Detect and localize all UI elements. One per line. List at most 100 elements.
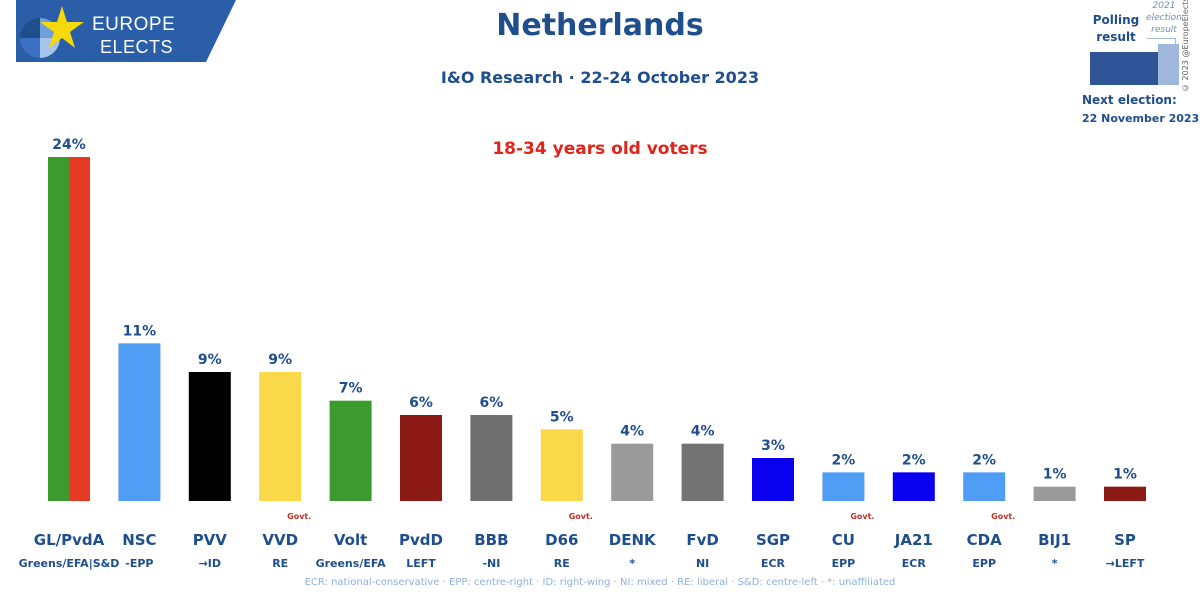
party-label: FvD [686,531,718,549]
legend-polling-bar [1090,52,1158,85]
group-label: * [1052,557,1058,570]
bar [963,472,1006,501]
group-label: NI [696,557,709,570]
party-label: D66 [545,531,578,549]
govt-label: Govt. [569,512,593,521]
bar-segment [69,157,90,501]
value-label: 1% [1113,467,1137,483]
value-label: 4% [691,424,715,440]
value-label: 11% [123,323,157,339]
group-label: →ID [199,557,221,570]
bar-group-volt: 7% Volt Greens/EFA [316,381,387,570]
group-label: ECR [761,557,786,570]
party-label: PVV [193,531,228,549]
value-label: 24% [52,137,86,153]
bar-group-cu: 2% Govt. CU EPP [822,452,874,570]
next-election-date: 22 November 2023 [1082,112,1200,125]
party-label: CDA [967,531,1002,549]
group-label: ECR [902,557,927,570]
party-label: CU [832,531,855,549]
group-label: Greens/EFA [316,557,387,570]
group-label: EPP [972,557,996,570]
party-label: SGP [756,531,790,549]
chart-note: 18-34 years old voters [492,139,708,159]
bar-group-sgp: 3% SGP ECR [752,438,794,570]
bar-group-nsc: 11% NSC -EPP [118,323,161,570]
value-label: 1% [1043,467,1067,483]
bar [329,400,372,501]
bar-group-cda: 2% Govt. CDA EPP [963,452,1015,570]
footnote: ECR: national-conservative · EPP: centre… [304,577,896,588]
bar-group-d66: 5% Govt. D66 RE [540,409,593,570]
party-label: SP [1114,531,1136,549]
bar-segment [48,157,69,501]
value-label: 4% [620,424,644,440]
value-label: 6% [409,395,433,411]
bar [470,415,513,501]
logo-text-europe: EUROPE [92,14,176,35]
value-label: 2% [902,452,926,468]
legend-election-bar [1158,44,1179,85]
group-label: RE [272,557,288,570]
bar-group-fvd: 4% FvD NI [681,424,724,570]
bar [681,443,724,501]
value-label: 2% [972,452,996,468]
bar-group-pvv: 9% PVV →ID [188,352,231,570]
value-label: 2% [832,452,856,468]
bar [752,458,794,501]
value-label: 7% [339,381,363,397]
legend-election-label: 2021 election result [1146,1,1182,35]
logo-graphic [16,0,236,62]
bar [259,372,302,501]
bar [400,415,442,501]
next-election-label: Next election: [1082,93,1177,107]
group-label: * [629,557,635,570]
bar [892,472,935,501]
chart-subtitle: I&O Research · 22-24 October 2023 [440,68,760,87]
legend-polling-label: Polling result [1092,13,1140,44]
govt-label: Govt. [991,512,1015,521]
value-label: 9% [268,352,292,368]
bar [1104,486,1146,501]
party-label: VVD [262,531,298,549]
party-label: NSC [122,531,156,549]
value-label: 9% [198,352,222,368]
govt-label: Govt. [287,512,311,521]
europe-elects-logo: EUROPE ELECTS [0,0,236,62]
bar-group-bij1: 1% BIJ1 * [1033,467,1076,570]
chart-title: Netherlands [496,8,704,43]
bar [118,343,161,501]
party-label: DENK [609,531,657,549]
bar-group-sp: 1% SP →LEFT [1104,467,1146,570]
party-label: PvdD [399,531,443,549]
govt-label: Govt. [850,512,874,521]
value-label: 5% [550,409,574,425]
party-label: BIJ1 [1038,531,1071,549]
group-label: →LEFT [1106,557,1145,570]
logo-text-elects: ELECTS [100,37,174,57]
bar-group-bbb: 6% BBB -NI [470,395,513,570]
party-label: GL/PvdA [34,531,105,549]
bar-group-denk: 4% DENK * [609,424,657,570]
bar-group-gl-pvda: 24% GL/PvdA Greens/EFA|S&D [19,137,120,570]
bar [611,443,654,501]
bar-group-vvd: 9% Govt. VVD RE [259,352,311,570]
group-label: -NI [482,557,500,570]
bar [822,472,865,501]
party-label: JA21 [894,531,933,549]
group-label: Greens/EFA|S&D [19,557,120,570]
legend-bracket [1147,38,1176,49]
group-label: RE [554,557,570,570]
group-label: EPP [832,557,856,570]
party-label: BBB [474,531,508,549]
bar [188,372,231,501]
party-label: Volt [334,531,367,549]
bar-group-ja21: 2% JA21 ECR [892,452,935,570]
bar-group-pvdd: 6% PvdD LEFT [399,395,443,570]
bar [540,429,583,501]
group-label: -EPP [125,557,153,570]
value-label: 6% [480,395,504,411]
value-label: 3% [761,438,785,454]
group-label: LEFT [406,557,436,570]
